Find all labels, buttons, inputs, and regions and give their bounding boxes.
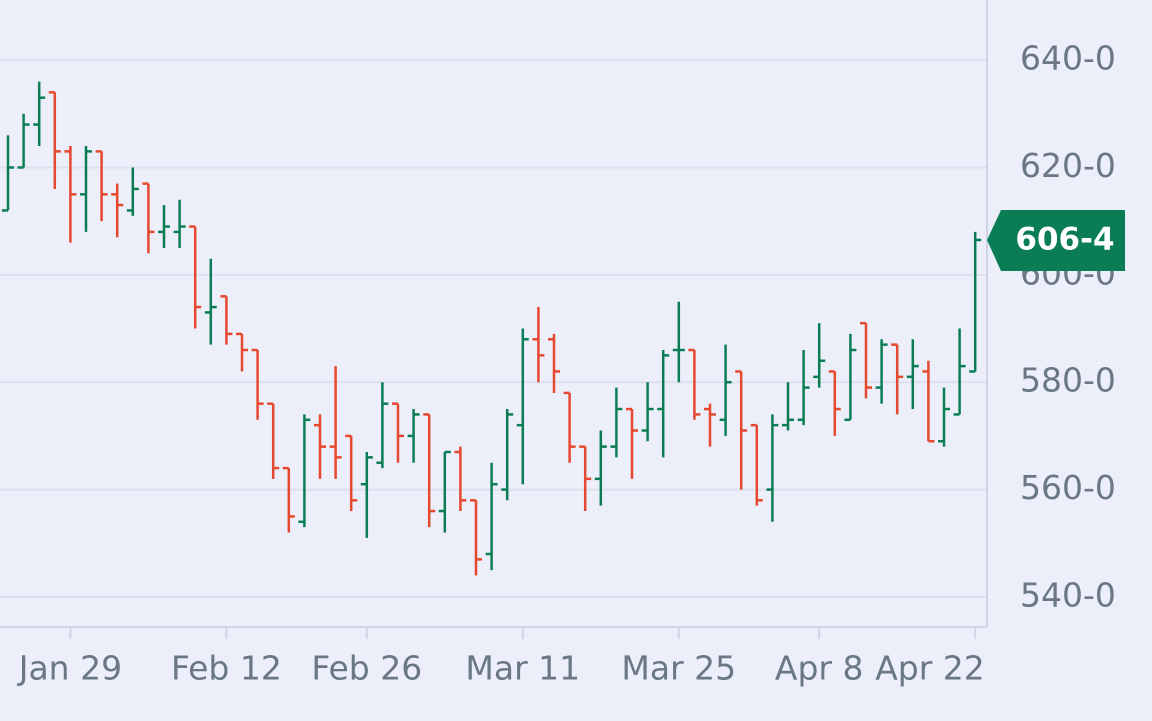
x-tick-label: Mar 25	[621, 649, 736, 688]
x-tick-label: Apr 22	[875, 649, 985, 688]
x-tick-label: Jan 29	[17, 649, 122, 688]
x-tick-label: Feb 12	[171, 649, 282, 688]
y-tick-label: 560-0	[1020, 468, 1116, 507]
x-tick-label: Feb 26	[311, 649, 422, 688]
last-price-label: 606-4	[1015, 221, 1114, 257]
y-tick-label: 580-0	[1020, 361, 1116, 400]
last-price-tag	[987, 209, 1125, 271]
y-tick-label: 620-0	[1020, 146, 1116, 185]
y-tick-label: 540-0	[1020, 575, 1116, 614]
x-tick-label: Apr 8	[775, 649, 864, 688]
y-tick-label: 640-0	[1020, 39, 1116, 78]
x-tick-label: Mar 11	[465, 649, 580, 688]
